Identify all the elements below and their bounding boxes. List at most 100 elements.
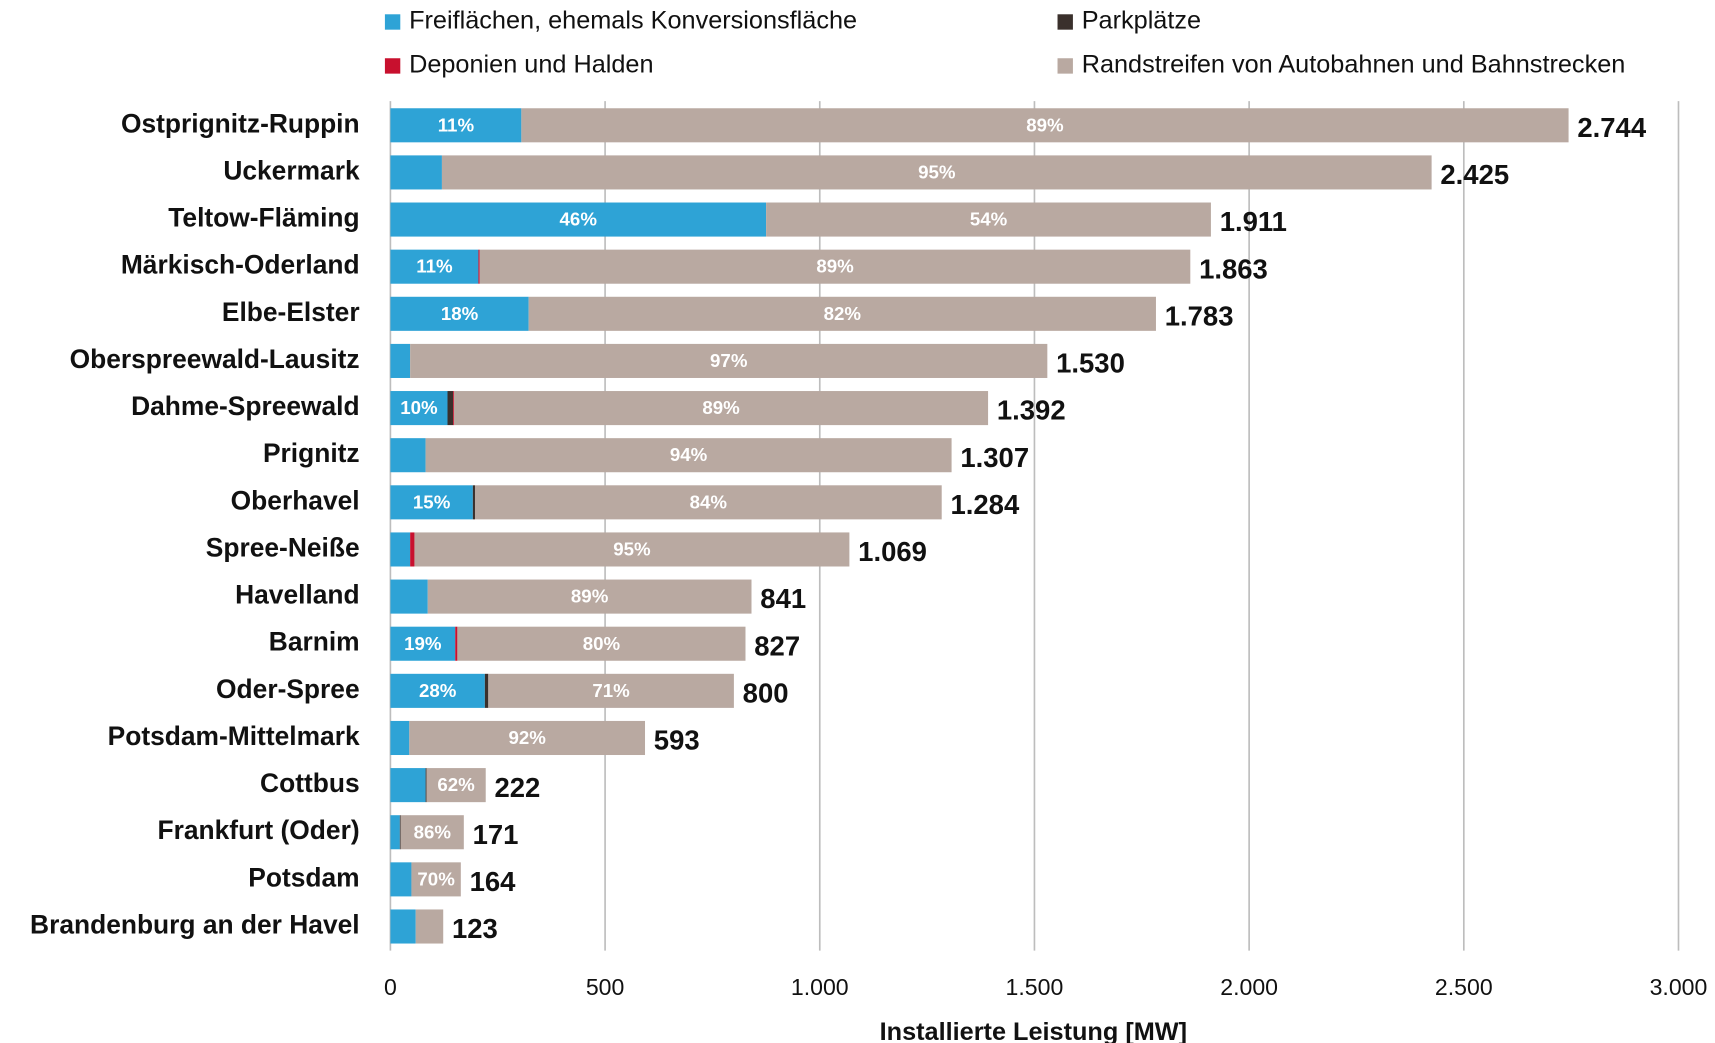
y-tick-label: Barnim	[269, 627, 360, 657]
y-tick-label: Potsdam	[248, 862, 359, 892]
bar-segment	[453, 391, 454, 426]
total-label: 164	[470, 866, 517, 897]
total-label: 2.744	[1577, 112, 1646, 143]
bar-segment	[414, 532, 850, 567]
legend-swatch	[1057, 58, 1073, 74]
total-label: 1.284	[950, 489, 1019, 520]
bar-segment	[521, 108, 1569, 143]
bar-segment	[390, 532, 411, 567]
legend-label: Freiflächen, ehemals Konversionsfläche	[409, 7, 857, 35]
bar-segment	[453, 391, 989, 426]
bar-segment	[447, 391, 454, 426]
bar-segment	[390, 720, 410, 756]
bar-segment	[411, 862, 461, 897]
segment-label: 89%	[1026, 114, 1064, 135]
bar-segment	[390, 202, 767, 237]
total-label: 2.425	[1440, 159, 1509, 190]
y-tick-label: Ostprignitz-Ruppin	[121, 108, 360, 138]
total-label: 800	[743, 677, 789, 708]
bar-segment	[390, 579, 428, 614]
x-tick-label: 500	[586, 974, 625, 1000]
bar-segment	[390, 249, 479, 284]
bar-segment	[472, 485, 475, 520]
bar-segment	[528, 296, 1156, 331]
y-tick-label: Brandenburg an der Havel	[30, 909, 360, 939]
segment-label: 84%	[690, 491, 728, 512]
segment-label: 86%	[414, 821, 452, 842]
segment-label: 28%	[419, 680, 457, 701]
total-label: 123	[452, 913, 498, 944]
segment-label: 82%	[824, 303, 862, 324]
y-tick-label: Potsdam-Mittelmark	[108, 721, 360, 751]
bar-segment	[488, 673, 734, 708]
segment-label: 95%	[918, 161, 956, 182]
segment-label: 70%	[417, 868, 455, 889]
legend-label: Randstreifen von Autobahnen und Bahnstre…	[1082, 51, 1626, 79]
segment-label: 97%	[710, 350, 748, 371]
x-tick-label: 1.000	[791, 974, 849, 1000]
segment-label: 11%	[438, 114, 475, 135]
bar-segment	[410, 532, 415, 567]
bar-segment	[390, 296, 529, 331]
y-tick-label: Oder-Spree	[216, 674, 360, 704]
x-tick-label: 2.500	[1435, 974, 1493, 1000]
y-tick-label: Cottbus	[260, 768, 360, 798]
x-tick-label: 2.000	[1220, 974, 1278, 1000]
total-label: 1.783	[1165, 300, 1234, 331]
total-label: 1.069	[858, 536, 927, 567]
y-tick-label: Teltow-Fläming	[168, 203, 359, 233]
x-axis-title: Installierte Leistung [MW]	[880, 1018, 1187, 1043]
y-tick-label: Uckermark	[223, 155, 360, 185]
bar-segment	[390, 626, 456, 661]
segment-label: 11%	[416, 256, 453, 277]
bar-segment	[390, 343, 411, 378]
bar-segment	[766, 202, 1211, 237]
segment-label: 46%	[560, 209, 598, 230]
segment-label: 62%	[437, 774, 475, 795]
segment-label: 94%	[670, 444, 708, 465]
bar-segment	[479, 249, 1191, 284]
bar-segment	[390, 673, 485, 708]
legend-swatch	[384, 14, 401, 30]
total-label: 827	[754, 630, 800, 661]
segment-label: 18%	[441, 303, 479, 324]
y-tick-label: Elbe-Elster	[222, 297, 360, 327]
bar-segment	[457, 626, 746, 661]
bar-segment	[400, 815, 464, 850]
segment-label: 89%	[702, 397, 740, 418]
legend-label: Parkplätze	[1082, 7, 1201, 35]
legend-swatch	[384, 58, 401, 74]
bar-segment	[390, 485, 473, 520]
bar-segment	[390, 862, 412, 897]
y-tick-label: Oberhavel	[231, 485, 360, 515]
bar-segment	[399, 815, 401, 850]
segment-label: 19%	[404, 633, 442, 654]
bar-segment	[410, 343, 1048, 378]
y-tick-label: Dahme-Spreewald	[131, 391, 360, 421]
bar-segment	[484, 673, 489, 708]
bar-segment	[415, 909, 444, 944]
bar-segment	[455, 626, 458, 661]
y-tick-label: Havelland	[235, 580, 360, 610]
segment-label: 89%	[571, 586, 609, 607]
bar-segment	[426, 768, 486, 803]
total-label: 1.392	[997, 395, 1066, 426]
y-tick-label: Frankfurt (Oder)	[158, 815, 360, 845]
x-tick-label: 3.000	[1650, 974, 1708, 1000]
total-label: 841	[760, 583, 806, 614]
y-tick-label: Spree-Neiße	[206, 532, 360, 562]
bar-segment	[390, 108, 522, 143]
segment-label: 80%	[583, 633, 621, 654]
total-label: 222	[495, 772, 541, 803]
x-tick-label: 1.500	[1006, 974, 1064, 1000]
y-tick-label: Prignitz	[263, 438, 360, 468]
segment-label: 89%	[816, 256, 854, 277]
total-label: 1.307	[960, 442, 1029, 473]
segment-label: 10%	[400, 397, 438, 418]
segment-label: 92%	[508, 727, 546, 748]
total-label: 1.863	[1199, 253, 1268, 284]
segment-label: 95%	[613, 538, 651, 559]
bar-segment	[425, 768, 427, 803]
y-tick-label: Märkisch-Oderland	[121, 250, 360, 280]
